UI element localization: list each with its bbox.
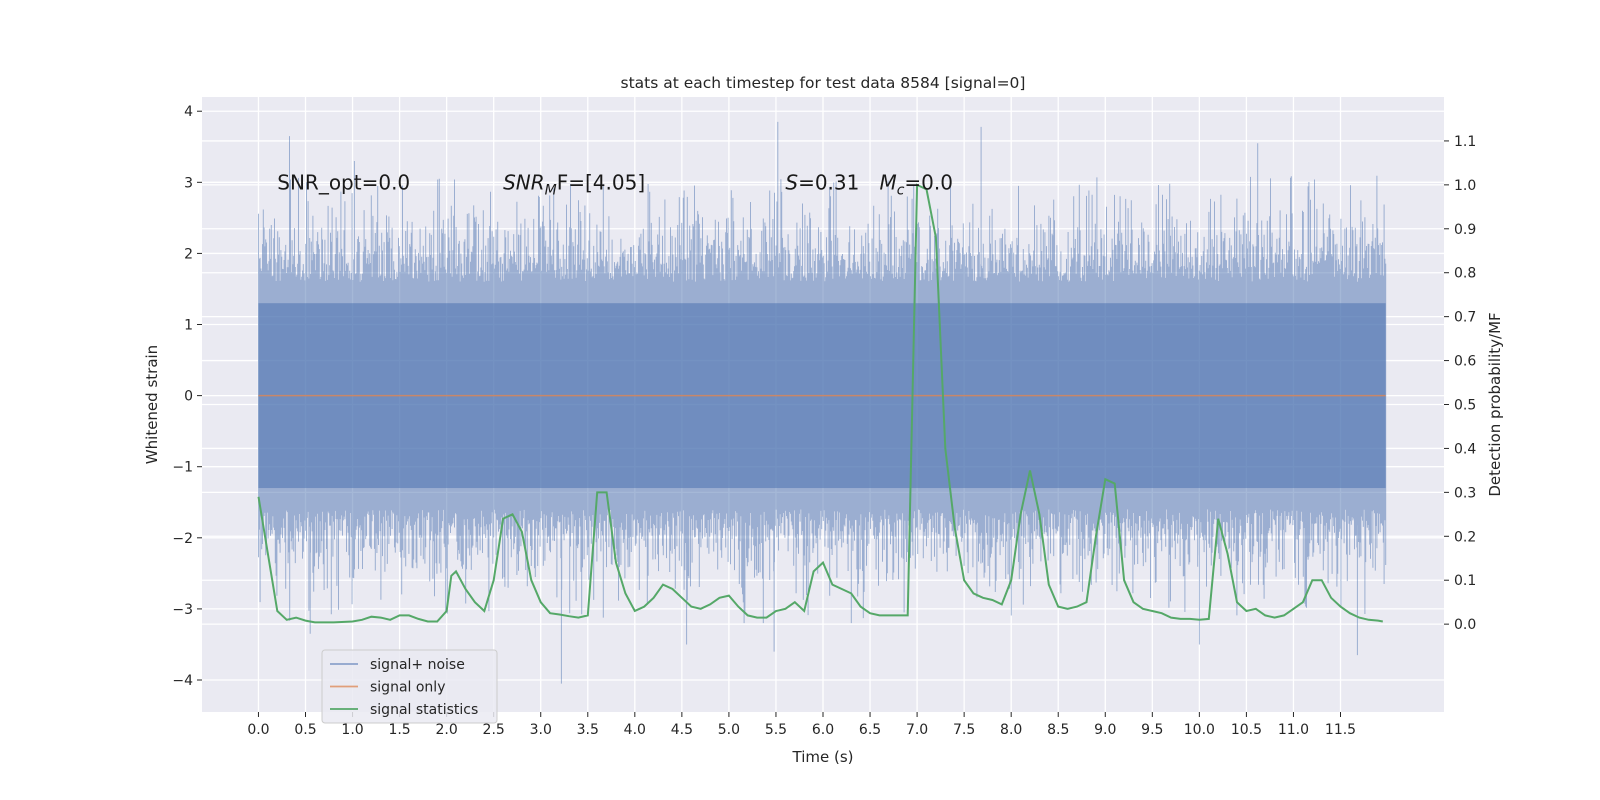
right-y-tick-label: 0.6 [1454,354,1476,370]
right-y-tick-label: 0.4 [1454,441,1476,457]
annotation-3: Mc=0.0 [879,170,953,198]
y-tick-label: 3 [184,175,193,191]
x-tick-label: 7.0 [906,722,928,738]
x-tick-label: 10.5 [1231,722,1262,738]
y-tick-label: 0 [184,389,193,405]
annotation-symbol: S [785,170,798,194]
y-tick-label: −4 [172,673,193,689]
x-tick-label: 0.0 [247,722,269,738]
x-tick-label: 3.5 [577,722,599,738]
x-tick-label: 6.5 [859,722,881,738]
x-tick-label: 7.5 [953,722,975,738]
x-tick-label: 4.0 [624,722,646,738]
x-axis-ticks: 0.0 0.5 1.0 1.5 2.0 2.5 3.0 3.5 4.0 4.5 5.0 5.5 6.0 6… [247,712,1356,738]
right-y-tick-label: 0.0 [1454,617,1476,633]
x-tick-label: 2.0 [436,722,458,738]
right-y-tick-label: 0.7 [1454,310,1476,326]
right-y-tick-label: 0.2 [1454,529,1476,545]
annotation-subscript: c [897,182,905,198]
annotation-symbol: M [879,170,896,194]
x-tick-label: 1.0 [341,722,363,738]
x-tick-label: 1.5 [388,722,410,738]
y-axis-ticks: −4 −3 −2 −1 0 1 2 3 4 [172,104,202,689]
right-y-tick-label: 0.9 [1454,222,1476,238]
y-axis-label: Whitened strain [143,345,161,464]
legend-box [321,649,498,724]
y-tick-label: −1 [172,460,193,476]
y-tick-label: 1 [184,318,193,334]
x-axis-label: Time (s) [792,748,854,766]
x-tick-label: 5.5 [765,722,787,738]
annotations: SNR_opt=0.0 SNRMF=[4.05] S=0.31 Mc=0.0 [277,170,953,198]
legend-label: signal+ noise [370,657,465,673]
right-y-tick-label: 0.8 [1454,266,1476,282]
x-tick-label: 2.5 [483,722,505,738]
x-tick-label: 8.0 [1000,722,1022,738]
right-y-tick-label: 0.5 [1454,398,1476,414]
x-tick-label: 5.0 [718,722,740,738]
annotation-subscript: M [545,182,557,198]
annotation-value: =0.0 [904,170,953,194]
x-tick-label: 10.0 [1184,722,1215,738]
right-y-axis-ticks: 0.0 0.1 0.2 0.3 0.4 0.5 0.6 0.7 0.8 0.9 1.0 1.1 [1444,134,1476,633]
x-tick-label: 11.0 [1278,722,1309,738]
y-tick-label: 2 [184,246,193,262]
legend: signal+ noise signal only signal statistic… [321,649,498,724]
annotation-2: S=0.31 [785,170,859,194]
annotation-value: F=[4.05] [557,170,645,194]
y-tick-label: 4 [184,104,193,120]
x-tick-label: 9.0 [1094,722,1116,738]
right-y-tick-label: 1.0 [1454,178,1476,194]
annotation-symbol: SNR [503,170,545,194]
y-tick-label: −2 [172,531,193,547]
right-y-axis-label: Detection probability/MF [1486,312,1504,496]
x-tick-label: 9.5 [1141,722,1163,738]
x-tick-label: 8.5 [1047,722,1069,738]
chart-title: stats at each timestep for test data 858… [621,74,1026,92]
annotation-1: SNRMF=[4.05] [503,170,645,198]
x-tick-label: 11.5 [1325,722,1356,738]
annotation-value: =0.31 [798,170,859,194]
x-tick-label: 3.0 [530,722,552,738]
right-y-tick-label: 0.1 [1454,573,1476,589]
legend-label: signal statistics [370,702,478,718]
right-y-tick-label: 0.3 [1454,485,1476,501]
legend-label: signal only [370,680,445,696]
x-tick-label: 0.5 [294,722,316,738]
x-tick-label: 4.5 [671,722,693,738]
signal-statistics-series [257,183,1383,624]
annotation-0: SNR_opt=0.0 [277,170,410,194]
x-tick-label: 6.0 [812,722,834,738]
right-y-tick-label: 1.1 [1454,134,1476,150]
y-tick-label: −3 [172,602,193,618]
